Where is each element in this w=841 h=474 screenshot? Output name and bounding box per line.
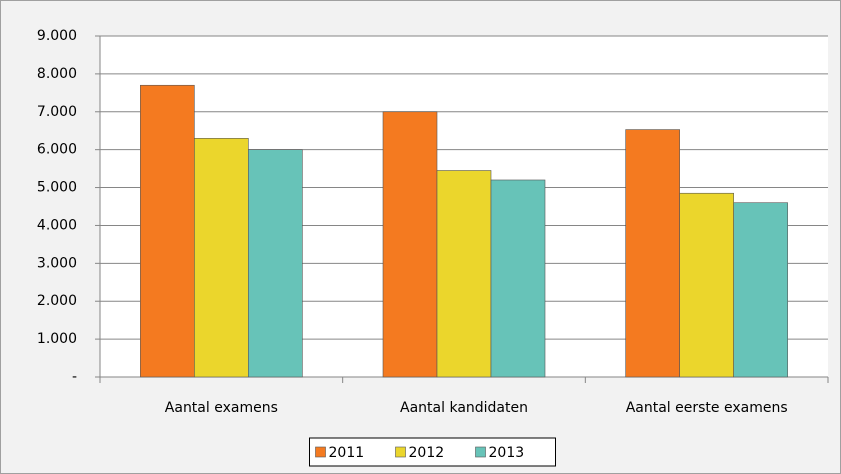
legend-swatch: [315, 446, 326, 458]
y-tick-label: 4.000: [37, 217, 77, 233]
legend-box: [309, 437, 556, 467]
bar: [436, 170, 492, 378]
y-tick-label: 1.000: [37, 331, 77, 347]
legend-label: 2013: [489, 445, 525, 461]
bar: [733, 202, 788, 378]
x-tick-label: Aantal eerste examens: [626, 400, 788, 416]
x-tick-label: Aantal examens: [165, 400, 278, 416]
y-tick-label: 6.000: [37, 142, 77, 158]
bar: [679, 192, 734, 378]
bar: [625, 129, 680, 378]
bar: [194, 138, 249, 378]
bar: [140, 84, 195, 378]
legend-swatch: [395, 446, 406, 458]
y-tick-label: 7.000: [37, 104, 77, 120]
legend-label: 2012: [409, 445, 445, 461]
y-tick-label: 5.000: [37, 180, 77, 196]
legend-swatch: [475, 446, 486, 458]
legend-label: 2011: [329, 445, 365, 461]
bar: [248, 149, 303, 378]
y-tick-label: 3.000: [37, 255, 77, 271]
y-tick-label: 9.000: [37, 28, 77, 44]
x-tick-label: Aantal kandidaten: [400, 400, 528, 416]
bar: [490, 179, 546, 378]
y-tick-label: 2.000: [37, 293, 77, 309]
bar: [382, 111, 438, 378]
y-tick-label: -: [72, 369, 77, 385]
y-tick-label: 8.000: [37, 66, 77, 82]
